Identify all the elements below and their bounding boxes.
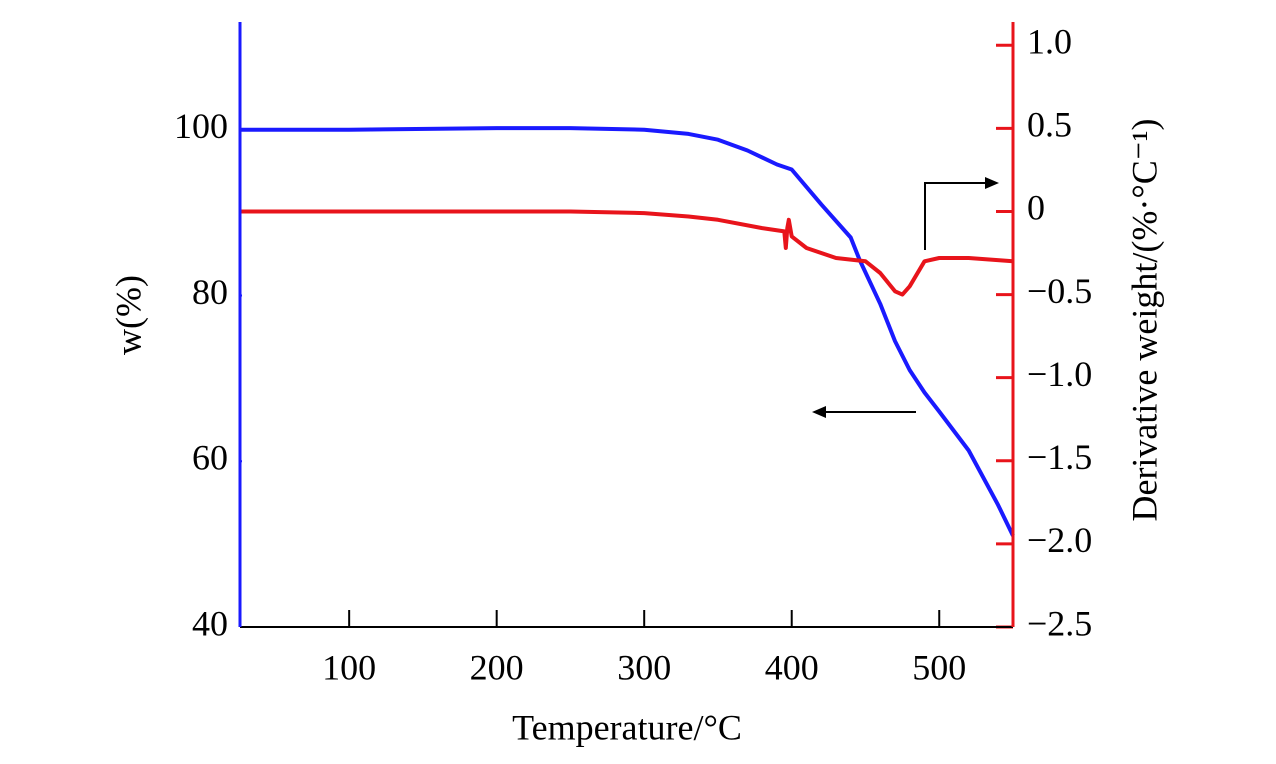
y2-tick-label: 0.5: [1027, 105, 1072, 145]
y-axis-label: w(%): [108, 275, 148, 355]
y2-tick-label: 0: [1027, 188, 1045, 228]
y-tick-label: 40: [192, 603, 228, 643]
x-tick-label: 300: [617, 647, 671, 687]
x-tick-label: 500: [912, 647, 966, 687]
arrow-right: [924, 182, 990, 250]
y2-tick-label: 1.0: [1027, 22, 1072, 62]
y2-tick-label: −1.5: [1027, 437, 1092, 477]
x-tick-label: 100: [322, 647, 376, 687]
y2-tick-label: −0.5: [1027, 271, 1092, 311]
y-tick-label: 100: [174, 106, 228, 146]
arrow-head: [985, 177, 999, 189]
y2-tick-label: −1.0: [1027, 354, 1092, 394]
y2-tick-label: −2.0: [1027, 520, 1092, 560]
y-tick-label: 80: [192, 272, 228, 312]
x-tick-label: 200: [470, 647, 524, 687]
y2-axis-label: Derivative weight/(%·°C⁻¹): [1124, 118, 1164, 521]
y-tick-label: 60: [192, 438, 228, 478]
x-tick-label: 400: [765, 647, 819, 687]
arrow-head: [812, 406, 826, 418]
data-line: [240, 209, 1014, 297]
y2-tick-label: −2.5: [1027, 603, 1092, 643]
x-axis-label: Temperature/°C: [512, 707, 742, 747]
data-line: [240, 126, 1015, 537]
